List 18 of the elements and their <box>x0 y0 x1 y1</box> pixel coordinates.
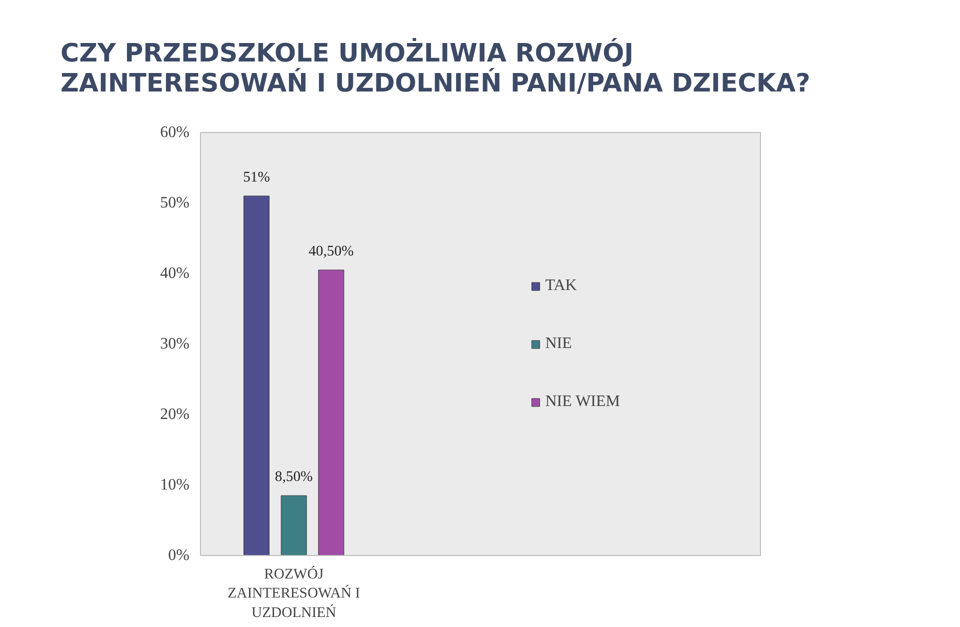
y-tick-label: 10% <box>160 476 190 494</box>
x-tick-label: ROZWÓJ ZAINTERESOWAŃ I UZDOLNIEŃ <box>228 566 360 621</box>
text: CZY PRZEDSZKOLE UMOŻLIWIA ROZWÓJ ZAINTERESOWAŃ I UZDOLNIEŃ PANI/PANA DZIECKA? <box>60 38 810 98</box>
y-tick-label: 30% <box>160 336 190 352</box>
y-tick-label: 60% <box>160 124 190 141</box>
y-tick-label: 20% <box>160 406 190 423</box>
y-tick-label: 40% <box>160 265 190 282</box>
y-tick-label: 50% <box>160 194 190 212</box>
bar <box>318 270 344 556</box>
bar <box>244 196 270 556</box>
data-label: 8,50% <box>274 469 313 485</box>
legend-label: TAK <box>545 276 577 294</box>
data-label: 51% <box>243 169 270 186</box>
legend-label: NIE WIEM <box>545 392 620 410</box>
bar <box>280 495 307 556</box>
data-label: 40,50% <box>308 243 354 260</box>
y-tick-label: 0% <box>168 547 190 564</box>
legend-label: NIE <box>545 334 572 352</box>
